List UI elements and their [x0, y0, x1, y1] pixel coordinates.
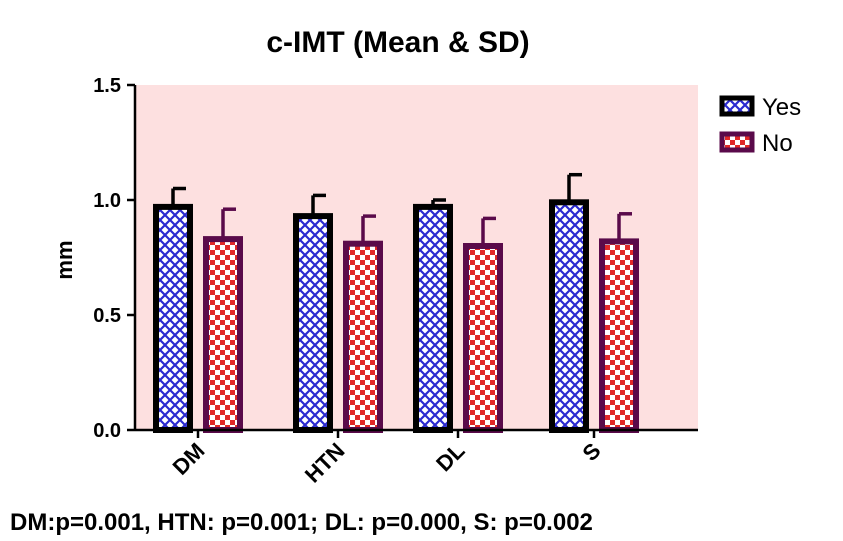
p-value-annotation: DM:p=0.001, HTN: p=0.001; DL: p=0.000, S… [10, 509, 593, 536]
y-axis-label: mm [52, 240, 77, 279]
x-tick-label-dl: DL [431, 438, 469, 476]
legend-swatch-no [719, 131, 755, 153]
bar-yes-dl [413, 203, 453, 433]
bar-no-htn [343, 240, 383, 433]
y-tick-label-1.0: 1.0 [93, 190, 121, 212]
x-tick-label-s: S [577, 438, 605, 466]
bar-yes-dm [153, 203, 193, 433]
bar-no-dm [203, 236, 243, 433]
y-tick-label-0.0: 0.0 [93, 420, 121, 442]
bar-no-dl [463, 243, 503, 433]
legend-label-yes: Yes [762, 94, 801, 121]
y-tick-label-1.5: 1.5 [93, 75, 121, 97]
x-tick-label-dm: DM [168, 438, 210, 480]
bar-yes-htn [293, 213, 333, 433]
legend-swatch-yes [719, 95, 755, 117]
bar-no-s [599, 238, 639, 433]
y-tick-label-0.5: 0.5 [93, 305, 121, 327]
chart-title: c-IMT (Mean & SD) [266, 26, 529, 59]
axes-layer: DM HTN DL S 0.0 0.5 1.0 1.5 [93, 75, 698, 488]
bars-layer [153, 172, 639, 433]
x-tick-label-htn: HTN [300, 438, 350, 488]
bar-yes-s [549, 199, 589, 433]
legend: Yes No [719, 94, 801, 157]
legend-label-no: No [762, 130, 793, 157]
